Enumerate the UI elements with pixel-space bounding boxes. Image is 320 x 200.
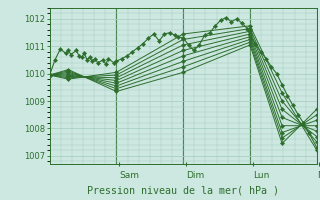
Text: Mar: Mar bbox=[317, 171, 320, 180]
Text: Pression niveau de la mer( hPa ): Pression niveau de la mer( hPa ) bbox=[87, 186, 279, 196]
Text: Sam: Sam bbox=[119, 171, 139, 180]
Text: Dim: Dim bbox=[186, 171, 204, 180]
Text: Lun: Lun bbox=[253, 171, 269, 180]
